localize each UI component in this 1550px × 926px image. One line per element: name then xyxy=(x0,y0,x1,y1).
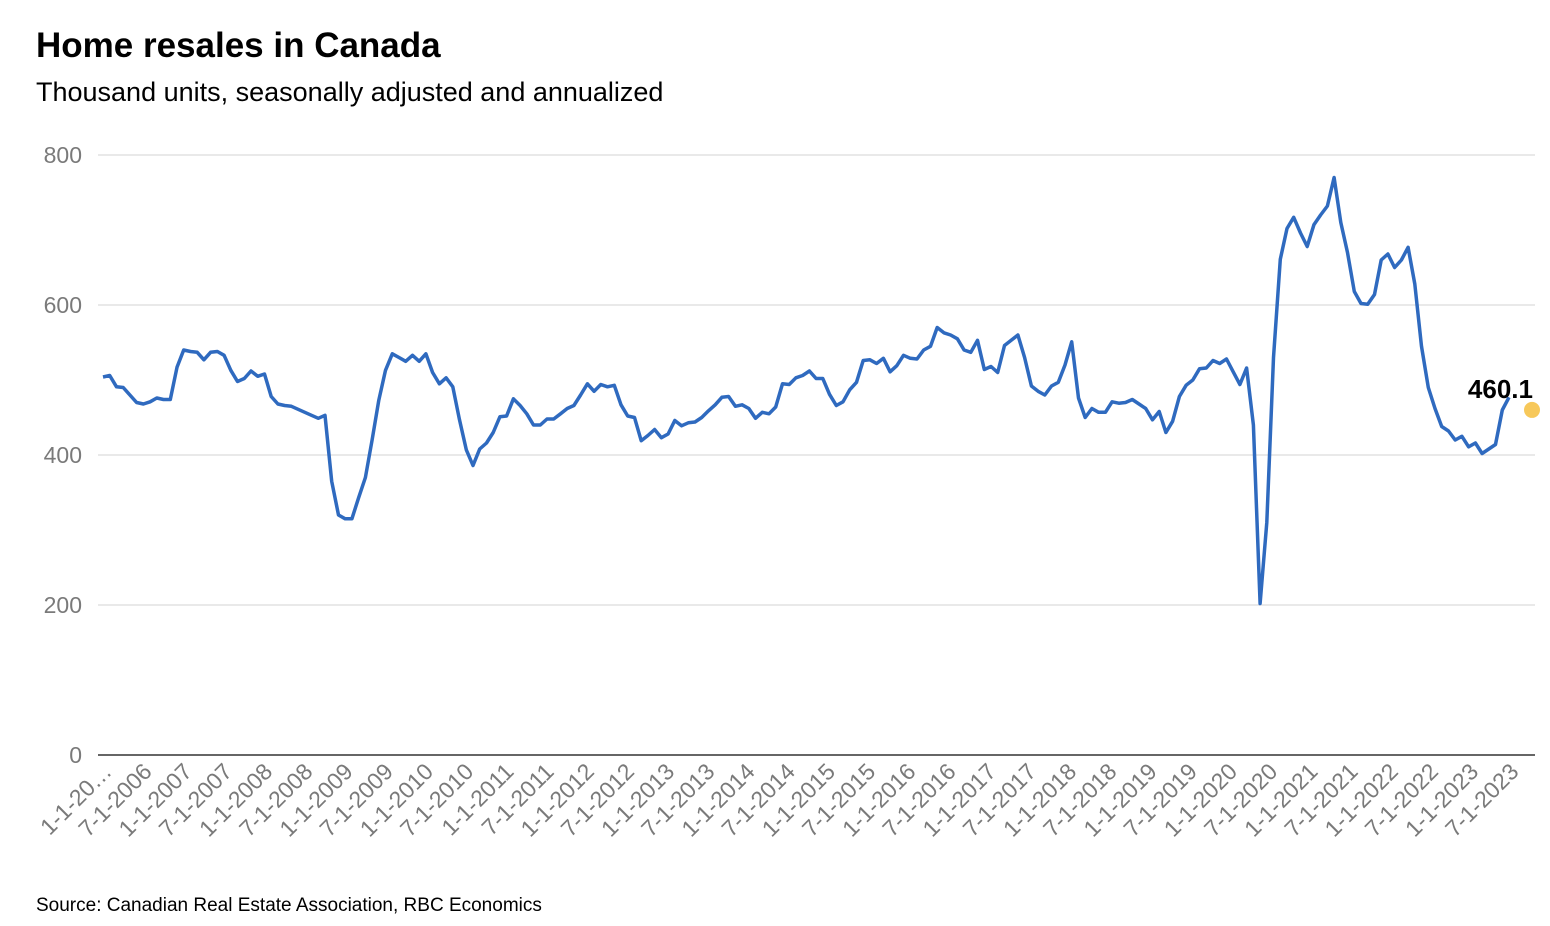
y-tick-label: 200 xyxy=(44,592,82,618)
y-tick-label: 0 xyxy=(69,742,82,768)
y-tick-label: 800 xyxy=(44,142,82,168)
x-axis-ticks: 1-1-20…7-1-20061-1-20077-1-20071-1-20087… xyxy=(35,758,1524,842)
y-tick-label: 400 xyxy=(44,442,82,468)
source-note: Source: Canadian Real Estate Association… xyxy=(36,895,542,916)
chart-title: Home resales in Canada xyxy=(36,26,441,65)
gridlines xyxy=(98,154,1535,606)
series-line xyxy=(102,175,1511,606)
y-tick-label: 600 xyxy=(44,292,82,318)
y-axis-ticks: 0 200 400 600 800 xyxy=(44,142,82,768)
last-value-marker xyxy=(1524,401,1540,418)
last-value-label: 460.1 xyxy=(1468,374,1533,404)
chart-subtitle: Thousand units, seasonally adjusted and … xyxy=(36,77,664,107)
